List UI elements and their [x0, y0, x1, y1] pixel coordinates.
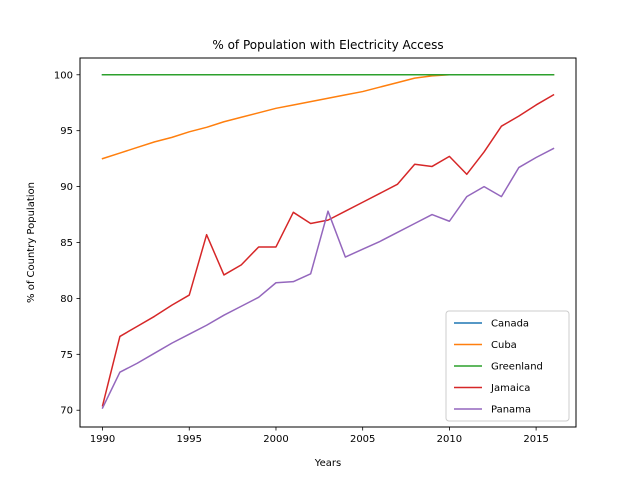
legend-label-cuba: Cuba	[491, 340, 517, 351]
chart-title: % of Population with Electricity Access	[212, 38, 443, 52]
series-line-panama	[101, 147, 555, 409]
axis-ticks: 1990 1995 2000 2005 2010 2015 70 75 80 85 90 95 100	[54, 70, 549, 445]
x-tick-label: 2015	[523, 434, 548, 445]
plot-area	[101, 74, 555, 409]
axes-frame	[79, 57, 577, 428]
y-tick-label: 90	[60, 182, 73, 193]
x-tick-label: 2010	[437, 434, 462, 445]
legend-box	[445, 310, 570, 422]
x-axis-label: Years	[314, 458, 341, 469]
y-tick-label: 75	[60, 350, 73, 361]
y-tick-label: 80	[60, 294, 73, 305]
x-tick-label: 1990	[90, 434, 115, 445]
legend-label-canada: Canada	[491, 319, 529, 330]
x-tick-label: 2000	[263, 434, 288, 445]
legend: Canada Cuba Greenland Jamaica Panama	[445, 310, 570, 422]
x-tick-label: 1995	[177, 434, 202, 445]
x-tick-label: 2005	[350, 434, 375, 445]
y-tick-label: 85	[60, 238, 73, 249]
legend-label-jamaica: Jamaica	[490, 383, 530, 394]
y-tick-label: 100	[54, 70, 73, 81]
y-axis-label: % of Country Population	[26, 182, 37, 303]
legend-label-panama: Panama	[491, 405, 531, 416]
series-line-jamaica	[101, 93, 555, 407]
y-tick-label: 70	[60, 406, 73, 417]
legend-label-greenland: Greenland	[491, 362, 543, 373]
y-tick-label: 95	[60, 126, 73, 137]
